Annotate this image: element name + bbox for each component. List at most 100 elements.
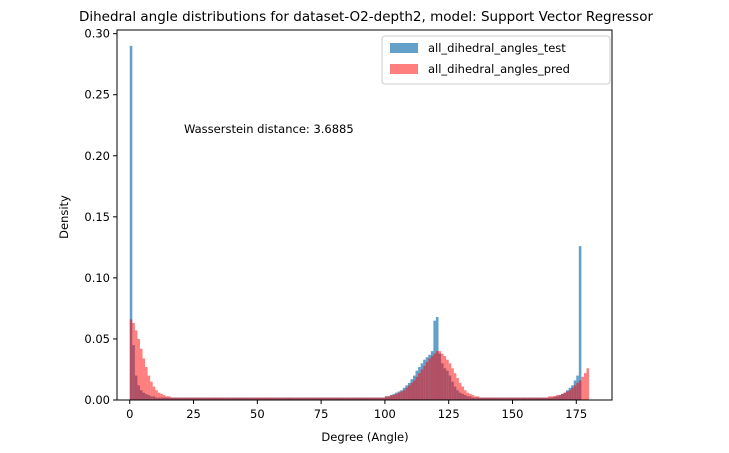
bar-pred	[374, 397, 378, 400]
y-axis-label: Density	[57, 195, 71, 239]
bar-pred	[430, 356, 434, 400]
bar-pred	[208, 397, 212, 400]
y-tick-label: 0.30	[84, 27, 110, 41]
bar-pred	[178, 397, 181, 400]
bar-pred	[535, 397, 539, 400]
bar-pred	[476, 396, 480, 400]
plot-frame	[116, 29, 613, 401]
bar-pred	[484, 397, 487, 400]
bar-pred	[298, 397, 301, 400]
bar-pred	[504, 397, 508, 400]
x-tick-label: 50	[250, 407, 265, 421]
bar-pred	[507, 397, 510, 400]
bar-pred	[540, 397, 544, 400]
bar-pred	[152, 386, 156, 400]
bar-pred	[175, 397, 179, 400]
bar-pred	[451, 368, 454, 400]
bar-pred	[275, 397, 278, 400]
y-tick-label: 0.20	[84, 149, 110, 163]
bar-pred	[553, 396, 556, 400]
bar-pred	[303, 397, 306, 400]
bar-pred	[244, 397, 248, 400]
bar-pred	[448, 363, 452, 400]
chart-title: Dihedral angle distributions for dataset…	[79, 9, 654, 25]
bar-pred	[351, 397, 355, 400]
bar-pred	[443, 356, 447, 400]
bar-pred	[287, 397, 291, 400]
bar-pred	[356, 397, 360, 400]
bar-pred	[277, 397, 281, 400]
bar-pred	[390, 395, 393, 400]
bar-pred	[492, 397, 495, 400]
bar-pred	[249, 397, 253, 400]
bar-pred	[563, 392, 567, 400]
bar-pred	[198, 397, 202, 400]
bar-pred	[527, 397, 531, 400]
bar-pred	[369, 397, 373, 400]
bar-pred	[583, 373, 587, 400]
bar-pred	[407, 385, 411, 400]
bar-pred	[280, 397, 283, 400]
bar-pred	[481, 397, 485, 400]
bar-pred	[402, 390, 406, 400]
bar-pred	[555, 395, 559, 400]
y-tick-label: 0.25	[84, 88, 110, 102]
y-axis-ticks: 0.00 0.05 0.10 0.15 0.20 0.25 0.30	[84, 27, 117, 407]
bar-pred	[517, 397, 521, 400]
series-pred-bars	[129, 319, 590, 400]
bar-pred	[372, 397, 375, 400]
bar-pred	[326, 397, 329, 400]
bar-pred	[310, 397, 314, 400]
bar-pred	[150, 381, 153, 400]
bar-pred	[129, 319, 133, 400]
bar-pred	[361, 397, 365, 400]
bar-pred	[400, 391, 403, 400]
x-axis-label: Degree (Angle)	[321, 430, 408, 444]
bar-pred	[558, 395, 561, 400]
bar-pred	[157, 392, 161, 400]
bar-pred	[270, 397, 273, 400]
bar-pred	[165, 396, 169, 400]
bar-pred	[160, 393, 163, 400]
bar-pred	[308, 397, 311, 400]
bar-pred	[576, 382, 579, 400]
bar-pred	[441, 353, 444, 400]
bar-pred	[423, 365, 426, 400]
bar-pred	[418, 373, 421, 400]
bar-pred	[573, 385, 577, 400]
bar-pred	[461, 386, 465, 400]
bar-pred	[530, 397, 533, 400]
bar-pred	[566, 391, 569, 400]
x-tick-label: 75	[314, 407, 329, 421]
bar-pred	[349, 397, 352, 400]
bar-pred	[259, 397, 263, 400]
bar-pred	[341, 397, 345, 400]
bar-pred	[466, 392, 470, 400]
bar-pred	[257, 397, 260, 400]
bar-pred	[206, 397, 209, 400]
bar-pred	[162, 395, 166, 400]
bar-pred	[338, 397, 342, 400]
bar-pred	[581, 376, 584, 400]
x-axis-ticks: 0 25 50 75 100 125 150 175	[126, 400, 587, 421]
bar-pred	[282, 397, 286, 400]
bar-pred	[147, 375, 151, 400]
bar-pred	[155, 390, 158, 400]
bar-pred	[494, 397, 498, 400]
bar-pred	[321, 397, 324, 400]
bar-pred	[560, 393, 564, 400]
bar-pred	[525, 397, 528, 400]
bar-pred	[318, 397, 322, 400]
x-tick-label: 100	[374, 407, 396, 421]
bar-pred	[435, 351, 439, 400]
bar-pred	[134, 330, 138, 400]
bar-pred	[142, 358, 146, 400]
bar-pred	[392, 395, 396, 400]
bar-pred	[139, 348, 143, 400]
bar-pred	[415, 376, 419, 400]
bar-pred	[234, 397, 237, 400]
bar-pred	[395, 393, 398, 400]
legend-swatch-test	[390, 43, 418, 53]
bar-pred	[425, 362, 429, 400]
